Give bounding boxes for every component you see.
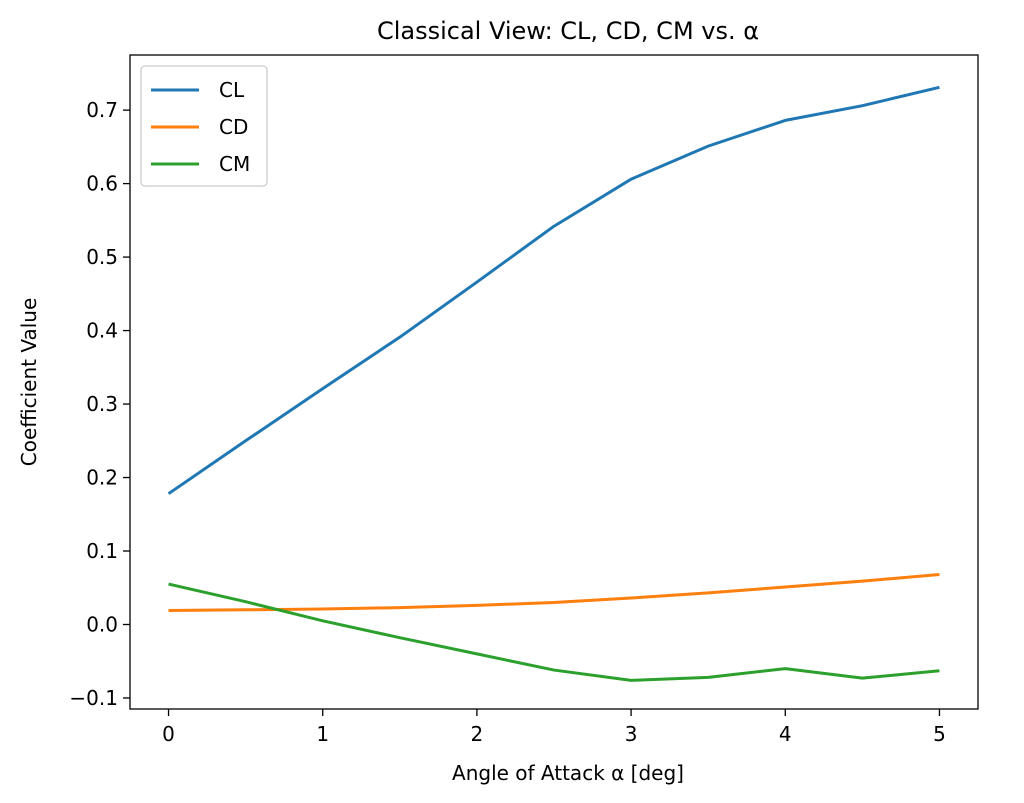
y-tick-label: 0.6	[86, 172, 118, 196]
y-tick-label: 0.4	[86, 319, 118, 343]
series-line-cm	[168, 582, 940, 682]
x-tick-label: 4	[779, 722, 792, 746]
legend-label-cm: CM	[219, 152, 250, 176]
x-tick-label: 1	[316, 722, 329, 746]
x-tick-label: 3	[625, 722, 638, 746]
legend-label-cd: CD	[219, 115, 248, 139]
y-axis-label: Coefficient Value	[17, 298, 41, 467]
x-tick-label: 0	[162, 722, 175, 746]
y-tick-label: 0.2	[86, 466, 118, 490]
axes-frame	[129, 54, 979, 710]
y-tick-label: −0.1	[69, 686, 118, 710]
y-tick-label: 0.3	[86, 392, 118, 416]
y-tick-label: 0.7	[86, 98, 118, 122]
series-line-cd	[168, 573, 940, 613]
legend-box	[140, 65, 268, 187]
x-tick-label: 2	[471, 722, 484, 746]
y-tick-label: 0.1	[86, 539, 118, 563]
series-line-cl	[167, 85, 940, 495]
y-tick-label: 0.0	[86, 612, 118, 636]
legend-label-cl: CL	[219, 78, 245, 102]
plot-area: 0 1 2 3 4 5 −0.1 0.0 0.1 0.2 0.3 0.4 0.5 0.6 0.7 CL CD CM	[69, 54, 979, 746]
y-tick-label: 0.5	[86, 245, 118, 269]
x-axis-label: Angle of Attack α [deg]	[452, 761, 684, 785]
chart-title: Classical View: CL, CD, CM vs. α	[377, 17, 759, 45]
x-tick-label: 5	[933, 722, 946, 746]
